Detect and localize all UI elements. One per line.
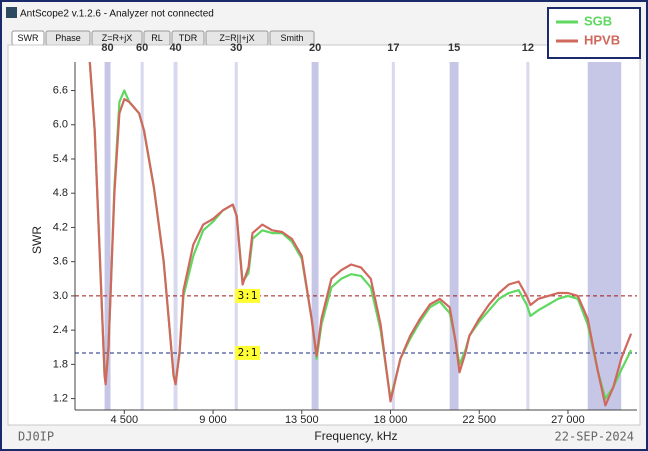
tab-label: Smith: [280, 33, 303, 43]
ticks: 1.2 1.8 2.4 3.0 3.6 4.2 4.8 5.4 6.0 6.6 4 500 9 000…: [53, 84, 585, 425]
band: [449, 62, 459, 410]
x-axis-label: Frequency, kHz: [314, 429, 397, 443]
tab-label: RL: [151, 33, 163, 43]
window-title: AntScope2 v.1.2.6 - Analyzer not connect…: [20, 9, 214, 20]
reference-label: 3:1: [238, 289, 258, 302]
band: [234, 62, 238, 410]
band: [391, 62, 395, 410]
reference-label-box: [235, 345, 260, 360]
reference-label-box: [235, 288, 260, 303]
y-tick-label: 6.6: [53, 84, 68, 96]
reference-lines: [75, 295, 637, 354]
tab-label: SWR: [18, 33, 39, 43]
x-tick-label: 4 500: [111, 414, 139, 426]
band-label: 15: [448, 42, 460, 54]
y-tick-label: 1.8: [53, 358, 68, 370]
reference-labels: 3:1 2:1: [235, 288, 260, 360]
band-label: 60: [136, 42, 148, 54]
tab-label: Z=R||+jX: [219, 33, 254, 43]
x-tick-label: 13 500: [285, 414, 319, 426]
band-label: 80: [101, 42, 113, 54]
y-tick-label: 6.0: [53, 119, 68, 131]
y-tick-label: 4.8: [53, 187, 68, 199]
band-label: 20: [309, 42, 321, 54]
y-tick-label: 4.2: [53, 221, 68, 233]
band: [140, 62, 144, 410]
band: [173, 62, 178, 410]
plot-panel: [7, 44, 641, 426]
y-tick-label: 5.4: [53, 153, 68, 165]
app-icon: [6, 7, 17, 18]
band-label: 12: [522, 42, 534, 54]
tab-bar: SWR Phase Z=R+jX RL TDR Z=R||+jX Smith: [11, 30, 315, 46]
series-line: [88, 62, 633, 407]
series-lines: [88, 62, 633, 407]
band: [587, 62, 622, 410]
y-tick-label: 1.2: [53, 392, 68, 404]
y-tick-label: 3.0: [53, 290, 68, 302]
band-label: 17: [387, 42, 399, 54]
band: [311, 62, 319, 410]
y-tick-label: 2.4: [53, 324, 68, 336]
legend: SGB HPVB: [556, 13, 620, 47]
tab-label: Phase: [55, 33, 81, 43]
x-tick-label: 22 500: [462, 414, 496, 426]
footer-right: 22-SEP-2024: [555, 430, 634, 444]
band-label: 30: [230, 42, 242, 54]
x-tick-label: 9 000: [199, 414, 227, 426]
band: [104, 62, 111, 410]
y-axis-label: SWR: [30, 226, 44, 254]
footer-left: DJ0IP: [18, 430, 54, 444]
tab-label: Z=R+jX: [102, 33, 133, 43]
tab-label: TDR: [179, 33, 198, 43]
band-label: 40: [169, 42, 181, 54]
legend-label: SGB: [584, 13, 612, 28]
reference-label: 2:1: [238, 346, 258, 359]
band: [526, 62, 530, 410]
legend-label: HPVB: [584, 32, 620, 47]
legend-box: [547, 7, 641, 59]
y-tick-label: 3.6: [53, 256, 68, 268]
x-tick-label: 27 000: [551, 414, 585, 426]
x-tick-label: 18 000: [374, 414, 408, 426]
